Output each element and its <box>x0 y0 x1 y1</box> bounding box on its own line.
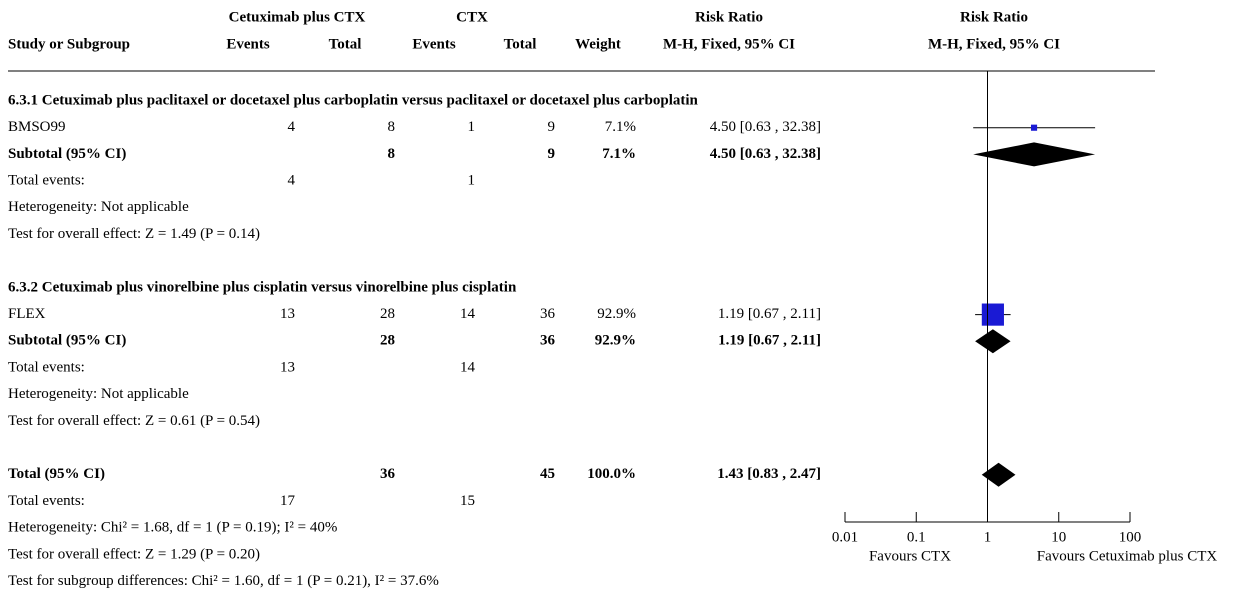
cell-weight-label: 92.9% <box>597 306 636 322</box>
cell-e2: 1 <box>468 173 476 189</box>
cell-e2: 14 <box>460 306 476 322</box>
cell-e2: 15 <box>460 493 475 509</box>
favours-label: Favours CTX <box>869 548 951 564</box>
cell-n2: 9 <box>548 119 556 135</box>
group-header: CTX <box>456 9 488 25</box>
x-tick-label: 100 <box>1119 529 1142 545</box>
cell-e2: 1 <box>468 119 476 135</box>
row-label: Heterogeneity: Not applicable <box>8 199 189 215</box>
row-label: Heterogeneity: Chi² = 1.68, df = 1 (P = … <box>8 520 337 536</box>
row-label: Total (95% CI) <box>8 466 105 482</box>
cell-weight-label: 7.1% <box>605 119 636 135</box>
cell-e1: 13 <box>280 359 295 375</box>
cell-ci-label: 1.19 [0.67 , 2.11] <box>718 306 821 322</box>
row-label: Heterogeneity: Not applicable <box>8 386 189 402</box>
column-header: Total <box>504 36 537 52</box>
cell-e1: 13 <box>280 306 295 322</box>
column-header: Events <box>412 36 456 52</box>
section-title: 6.3.2 Cetuximab plus vinorelbine plus ci… <box>8 279 517 295</box>
cell-n1: 28 <box>380 306 395 322</box>
cell-n1: 36 <box>380 466 396 482</box>
row-label: BMSO99 <box>8 119 66 135</box>
x-tick-label: 0.01 <box>832 529 858 545</box>
cell-weight-label: 7.1% <box>602 146 636 162</box>
cell-e2: 14 <box>460 359 476 375</box>
row-label: Test for subgroup differences: Chi² = 1.… <box>8 573 439 589</box>
cell-e1: 4 <box>288 173 296 189</box>
row-label: Test for overall effect: Z = 1.29 (P = 0… <box>8 546 260 562</box>
column-header: M-H, Fixed, 95% CI <box>928 36 1060 52</box>
pooled-diamond <box>973 142 1096 167</box>
row-label: Test for overall effect: Z = 1.49 (P = 0… <box>8 226 260 242</box>
x-tick-label: 1 <box>984 529 992 545</box>
cell-ci-label: 1.43 [0.83 , 2.47] <box>717 466 821 482</box>
cell-n2: 36 <box>540 333 556 349</box>
group-header: Risk Ratio <box>695 9 763 25</box>
cell-ci-label: 4.50 [0.63 , 32.38] <box>710 146 821 162</box>
cell-e1: 4 <box>288 119 296 135</box>
column-header: Weight <box>575 36 621 52</box>
pooled-diamond <box>981 462 1016 487</box>
study-square <box>1030 124 1038 131</box>
group-header: Cetuximab plus CTX <box>229 9 366 25</box>
favours-label: Favours Cetuximab plus CTX <box>1037 548 1218 564</box>
row-label: Test for overall effect: Z = 0.61 (P = 0… <box>8 413 260 429</box>
column-header: M-H, Fixed, 95% CI <box>663 36 795 52</box>
column-header: Events <box>226 36 270 52</box>
cell-ci-label: 1.19 [0.67 , 2.11] <box>718 333 821 349</box>
cell-n2: 45 <box>540 466 555 482</box>
row-label: FLEX <box>8 306 46 322</box>
column-header: Study or Subgroup <box>8 36 130 52</box>
row-label: Total events: <box>8 173 85 189</box>
cell-e1: 17 <box>280 493 296 509</box>
x-tick-label: 0.1 <box>907 529 926 545</box>
cell-n2: 36 <box>540 306 556 322</box>
cell-n1: 28 <box>380 333 395 349</box>
study-square <box>981 303 1004 326</box>
cell-weight-label: 92.9% <box>595 333 636 349</box>
cell-ci-label: 4.50 [0.63 , 32.38] <box>710 119 821 135</box>
cell-n1: 8 <box>388 146 396 162</box>
section-title: 6.3.1 Cetuximab plus paclitaxel or docet… <box>8 92 699 108</box>
cell-weight-label: 100.0% <box>587 466 636 482</box>
group-header: Risk Ratio <box>960 9 1028 25</box>
pooled-diamond <box>975 329 1011 354</box>
row-label: Subtotal (95% CI) <box>8 333 126 349</box>
cell-n2: 9 <box>548 146 556 162</box>
row-label: Total events: <box>8 493 85 509</box>
row-label: Subtotal (95% CI) <box>8 146 126 162</box>
cell-n1: 8 <box>388 119 396 135</box>
x-tick-label: 10 <box>1051 529 1066 545</box>
row-label: Total events: <box>8 359 85 375</box>
column-header: Total <box>329 36 362 52</box>
